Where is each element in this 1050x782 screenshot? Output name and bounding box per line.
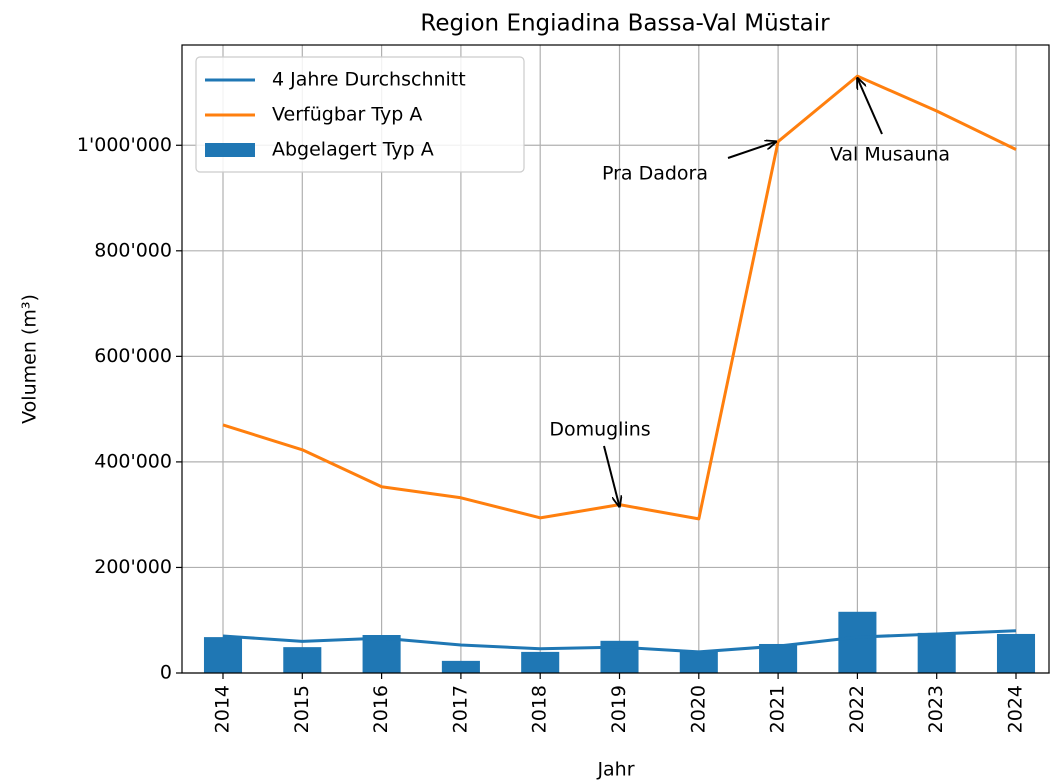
y-tick-label: 800'000 xyxy=(94,239,172,261)
bar xyxy=(600,640,639,673)
bar xyxy=(996,633,1036,673)
x-tick-label: 2015 xyxy=(291,685,313,733)
annotation-arrow xyxy=(603,445,620,507)
x-tick-label: 2018 xyxy=(529,685,551,733)
x-tick-label: 2022 xyxy=(846,685,868,733)
x-tick-label: 2016 xyxy=(370,685,392,733)
bar xyxy=(679,650,718,673)
axes-frame xyxy=(181,44,1050,674)
legend-swatch xyxy=(205,143,255,157)
legend-label: Abgelagert Typ A xyxy=(272,139,434,161)
x-tick-label: 2021 xyxy=(767,685,789,733)
legend-label: 4 Jahre Durchschnitt xyxy=(272,69,466,91)
chart-title: Region Engiadina Bassa-Val Müstair xyxy=(420,11,830,37)
x-tick-label: 2019 xyxy=(608,685,630,733)
y-tick-label: 400'000 xyxy=(94,450,172,472)
bar xyxy=(203,637,243,673)
annotation: Domuglins xyxy=(549,419,650,441)
bar xyxy=(521,651,560,673)
x-tick-label: 2024 xyxy=(1005,685,1027,733)
x-axis-label: Jahr xyxy=(596,759,634,781)
y-tick-label: 200'000 xyxy=(94,556,172,578)
y-tick-label: 1'000'000 xyxy=(77,134,172,156)
x-tick-label: 2014 xyxy=(212,685,234,733)
annotation-arrow xyxy=(857,78,883,135)
x-tick-label: 2020 xyxy=(687,685,709,733)
legend: 4 Jahre Durchschnitt Verfügbar Typ A Abgel… xyxy=(195,56,525,173)
line xyxy=(222,629,1017,654)
bar xyxy=(362,635,401,673)
annotation: Pra Dadora xyxy=(602,163,708,185)
x-tick-label: 2017 xyxy=(449,685,471,733)
legend-box xyxy=(195,56,525,173)
annotation: Val Musauna xyxy=(830,144,950,166)
bar xyxy=(441,660,480,673)
y-axis-label: Volumen (m³) xyxy=(19,294,41,424)
annotation-arrow xyxy=(727,142,776,159)
y-tick-label: 0 xyxy=(160,662,172,684)
x-tick-label: 2023 xyxy=(925,685,947,733)
bar xyxy=(838,611,877,673)
bar xyxy=(283,647,322,673)
legend-label: Verfügbar Typ A xyxy=(272,104,422,126)
y-tick-label: 600'000 xyxy=(94,345,172,367)
bar xyxy=(917,632,956,673)
bar xyxy=(759,643,798,673)
